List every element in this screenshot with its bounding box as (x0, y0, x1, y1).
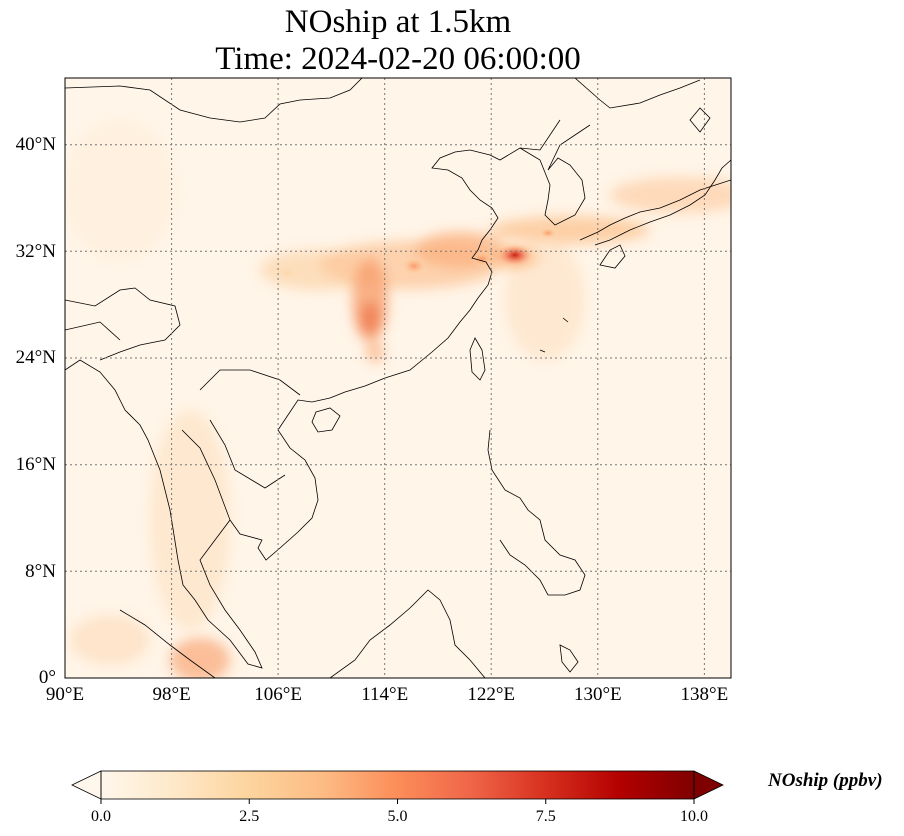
colorbar-tick-2-5: 2.5 (239, 808, 260, 825)
colorbar-extend-min (71, 770, 102, 800)
y-tick-24: 24°N (15, 347, 56, 368)
y-tick-0: 0° (38, 667, 56, 688)
y-tick-40: 40°N (15, 134, 56, 155)
x-tick-130: 130°E (573, 684, 622, 705)
gridlines (65, 78, 731, 678)
x-tick-138: 138°E (680, 684, 729, 705)
colorbar (71, 770, 724, 804)
map-frame (64, 77, 732, 679)
x-tick-106: 106°E (254, 684, 302, 705)
y-tick-16: 16°N (15, 454, 56, 475)
colorbar-tick-7-5: 7.5 (535, 808, 556, 825)
coastlines (65, 78, 731, 678)
colorbar-label: NOship (ppbv) (768, 770, 883, 791)
title-line-1: NOship at 1.5km (284, 4, 512, 40)
colorbar-tick-5: 5.0 (387, 808, 408, 825)
y-tick-32: 32°N (15, 241, 56, 262)
map-title: NOship at 1.5km Time: 2024-02-20 06:00:0… (65, 4, 731, 78)
colorbar-gradient (101, 771, 694, 799)
x-tick-122: 122°E (467, 684, 516, 705)
colorbar-tick-10: 10.0 (680, 808, 708, 825)
x-tick-114: 114°E (361, 684, 409, 705)
x-tick-98: 98°E (152, 684, 191, 705)
map-panel (64, 77, 732, 679)
title-line-2: Time: 2024-02-20 06:00:00 (215, 41, 581, 77)
x-tick-90: 90°E (45, 684, 85, 705)
y-tick-8: 8°N (25, 561, 56, 582)
colorbar-tick-0: 0.0 (91, 808, 111, 825)
colorbar-extend-max (693, 770, 724, 800)
